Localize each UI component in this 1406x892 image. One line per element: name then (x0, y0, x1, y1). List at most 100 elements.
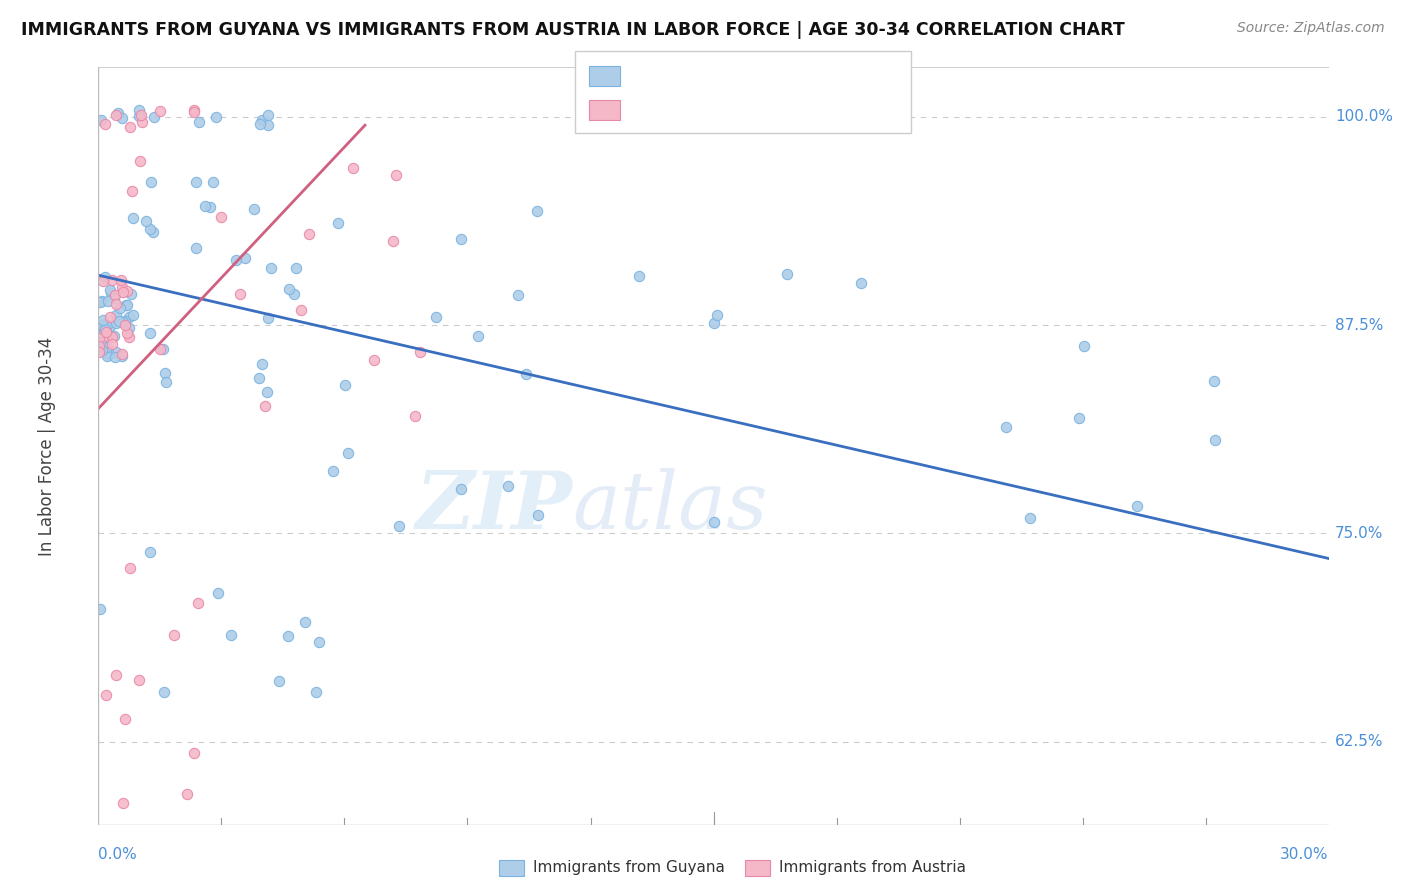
Point (120, 120, 142, 135)
Point (450, 482, 472, 496)
Point (404, 409, 426, 424)
Text: 100.0%: 100.0% (1334, 110, 1393, 124)
Point (139, 222, 162, 236)
Point (706, 308, 728, 322)
Point (252, 357, 274, 371)
Text: 110: 110 (790, 66, 825, 84)
Point (247, 371, 270, 385)
Point (1073, 338, 1095, 352)
Point (117, 310, 139, 324)
Point (103, 329, 125, 343)
Point (285, 261, 308, 276)
Point (114, 712, 136, 726)
Point (118, 320, 141, 334)
Point (277, 629, 299, 643)
Point (253, 399, 276, 413)
Point (101, 329, 124, 343)
Point (111, 347, 134, 361)
Point (198, 200, 221, 214)
Point (107, 105, 129, 120)
Point (326, 216, 349, 230)
Point (382, 234, 405, 248)
Point (221, 627, 243, 641)
Point (96, 349, 118, 363)
Point (100, 285, 122, 300)
Point (149, 342, 172, 356)
Point (128, 103, 150, 117)
Point (409, 345, 432, 359)
Point (105, 316, 128, 330)
Point (188, 115, 211, 129)
Point (335, 378, 357, 392)
Point (87, 339, 110, 353)
Point (103, 291, 125, 305)
Point (121, 211, 143, 225)
Point (89, 331, 111, 345)
Point (176, 787, 198, 801)
Point (111, 112, 134, 126)
Point (233, 252, 256, 266)
Point (129, 153, 152, 168)
Point (1018, 511, 1040, 525)
Point (290, 302, 312, 317)
Text: 62.5%: 62.5% (1334, 734, 1384, 749)
Point (110, 273, 132, 287)
Point (209, 211, 232, 225)
Point (194, 199, 217, 213)
Text: IMMIGRANTS FROM GUYANA VS IMMIGRANTS FROM AUSTRIA IN LABOR FORCE | AGE 30-34 COR: IMMIGRANTS FROM GUYANA VS IMMIGRANTS FRO… (21, 21, 1125, 38)
Text: R =: R = (630, 100, 666, 118)
Point (183, 105, 205, 120)
Point (94, 325, 117, 339)
Point (249, 117, 271, 131)
Point (115, 298, 138, 312)
Point (183, 103, 205, 117)
Point (703, 316, 725, 330)
Point (385, 169, 408, 183)
Point (89, 335, 111, 350)
Point (225, 252, 247, 267)
Point (201, 175, 224, 189)
Point (91, 343, 114, 358)
Text: In Labor Force | Age 30-34: In Labor Force | Age 30-34 (38, 336, 56, 556)
Point (97, 294, 120, 309)
Point (111, 349, 134, 363)
Point (112, 314, 135, 328)
Point (91, 293, 114, 308)
Point (703, 515, 725, 529)
Point (115, 298, 138, 312)
Point (111, 285, 134, 299)
Point (114, 314, 136, 328)
Point (256, 108, 278, 122)
Text: -0.244: -0.244 (671, 66, 730, 84)
Point (450, 232, 472, 246)
Point (114, 318, 136, 332)
Point (93, 317, 115, 331)
Point (342, 161, 364, 176)
Point (89, 294, 111, 309)
Point (994, 420, 1017, 434)
Point (115, 326, 138, 340)
Point (94, 270, 117, 285)
Text: 87.5%: 87.5% (1334, 318, 1384, 333)
Point (467, 329, 489, 343)
Point (163, 628, 186, 642)
Point (139, 175, 162, 189)
Point (252, 113, 274, 128)
Point (105, 108, 128, 122)
Text: N =: N = (749, 100, 786, 118)
Point (115, 285, 138, 299)
Point (90, 112, 112, 127)
Point (139, 326, 162, 340)
Point (308, 635, 330, 649)
Point (104, 288, 127, 302)
Point (128, 109, 150, 123)
Point (93, 117, 115, 131)
Point (94, 688, 117, 702)
Point (98, 318, 121, 333)
Point (184, 241, 207, 255)
Point (105, 308, 128, 322)
Point (1204, 434, 1226, 448)
Point (267, 673, 290, 688)
Point (363, 353, 385, 368)
Text: 30.0%: 30.0% (1281, 847, 1329, 862)
